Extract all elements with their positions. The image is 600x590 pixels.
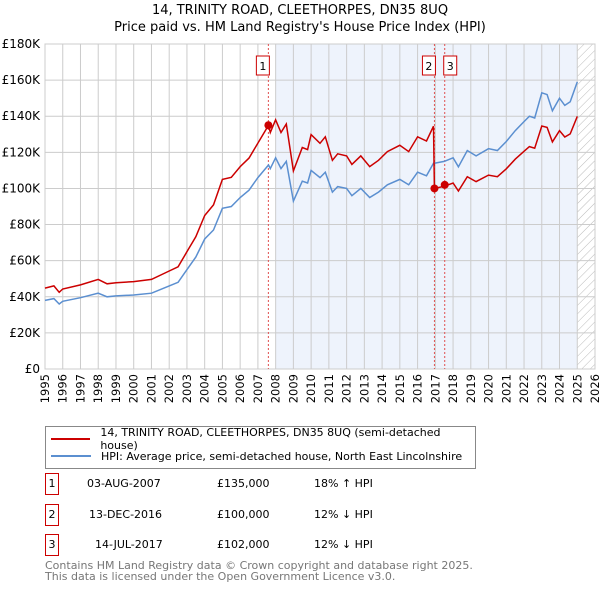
x-tick-label: 2009 bbox=[286, 374, 300, 403]
plot-frame bbox=[44, 43, 596, 370]
x-tick-label: 1996 bbox=[56, 374, 70, 403]
sale-row: 3 14-JUL-2017 £102,000 12% ↓ HPI bbox=[45, 534, 545, 556]
x-tick-label: 2012 bbox=[340, 374, 354, 403]
sale-label: 2 bbox=[425, 60, 432, 73]
x-tick-label: 2019 bbox=[464, 374, 478, 403]
x-tick-label: 2011 bbox=[322, 374, 336, 403]
x-tick-label: 1997 bbox=[73, 374, 87, 403]
x-tick-label: 2022 bbox=[517, 374, 531, 403]
x-tick-label: 2014 bbox=[375, 374, 389, 403]
x-tick-label: 2016 bbox=[411, 374, 425, 403]
footer-copyright: Contains HM Land Registry data © Crown c… bbox=[45, 559, 473, 572]
y-tick-label: £100K bbox=[2, 181, 42, 195]
sale-label-box bbox=[421, 55, 436, 76]
sale-date: 14-JUL-2017 bbox=[95, 538, 163, 551]
sale-badge: 3 bbox=[45, 534, 59, 556]
x-tick-label: 2013 bbox=[357, 374, 371, 403]
y-tick-label: £20K bbox=[9, 326, 41, 340]
legend-label: HPI: Average price, semi-detached house,… bbox=[101, 449, 463, 463]
legend: 14, TRINITY ROAD, CLEETHORPES, DN35 8UQ … bbox=[45, 426, 476, 469]
x-tick-label: 2026 bbox=[588, 374, 600, 403]
price-chart: £0 £20K £40K £60K £80K £100K £120K £140K £160K £1… bbox=[2, 37, 600, 403]
x-tick-label: 2023 bbox=[535, 374, 549, 403]
x-tick-label: 2025 bbox=[570, 374, 584, 403]
x-tick-label: 1999 bbox=[109, 374, 123, 403]
sale-point bbox=[440, 180, 449, 189]
sale-price: £135,000 bbox=[217, 477, 270, 490]
sale-price: £100,000 bbox=[217, 508, 270, 521]
sale-hpi: 18% ↑ HPI bbox=[314, 477, 373, 490]
footer-licence: This data is licensed under the Open Gov… bbox=[45, 570, 396, 583]
y-tick-label: £40K bbox=[9, 290, 41, 304]
x-tick-label: 2015 bbox=[393, 374, 407, 403]
x-tick-label: 1998 bbox=[91, 374, 105, 403]
legend-item-property: 14, TRINITY ROAD, CLEETHORPES, DN35 8UQ … bbox=[46, 426, 475, 452]
y-tick-label: £180K bbox=[2, 37, 42, 51]
x-tick-label: 2008 bbox=[269, 374, 283, 403]
sale-row: 1 03-AUG-2007 £135,000 18% ↑ HPI bbox=[45, 473, 545, 495]
shaded-region bbox=[275, 44, 578, 369]
legend-swatch-red bbox=[51, 438, 91, 440]
x-tick-label: 2007 bbox=[251, 374, 265, 403]
x-tick-label: 2005 bbox=[215, 374, 229, 403]
y-tick-label: £120K bbox=[2, 145, 42, 159]
price-paid-line bbox=[44, 116, 578, 294]
chart-title: 14, TRINITY ROAD, CLEETHORPES, DN35 8UQ bbox=[151, 3, 449, 18]
x-tick-label: 2017 bbox=[428, 374, 442, 403]
x-tick-label: 2000 bbox=[127, 374, 141, 403]
sale-price: £102,000 bbox=[217, 538, 270, 551]
x-tick-label: 2003 bbox=[180, 374, 194, 403]
sale-label: 3 bbox=[447, 60, 454, 73]
legend-item-hpi: HPI: Average price, semi-detached house,… bbox=[46, 448, 462, 464]
x-tick-label: 2024 bbox=[553, 374, 567, 403]
sale-label-box bbox=[255, 55, 270, 76]
sale-point bbox=[264, 121, 273, 130]
hpi-line bbox=[44, 81, 579, 306]
y-tick-label: £80K bbox=[9, 218, 41, 232]
y-tick-label: £0 bbox=[25, 362, 40, 376]
x-tick-label: 2006 bbox=[233, 374, 247, 403]
chart-subtitle: Price paid vs. HM Land Registry's House … bbox=[114, 20, 486, 35]
sale-point bbox=[430, 184, 439, 193]
x-tick-label: 2021 bbox=[499, 374, 513, 403]
sale-date: 03-AUG-2007 bbox=[87, 477, 161, 490]
y-tick-label: £60K bbox=[9, 254, 41, 268]
sale-row: 2 13-DEC-2016 £100,000 12% ↓ HPI bbox=[45, 504, 545, 526]
y-tick-label: £140K bbox=[2, 109, 42, 123]
x-tick-label: 2001 bbox=[144, 374, 158, 403]
x-tick-label: 2020 bbox=[482, 374, 496, 403]
sale-badge: 2 bbox=[45, 504, 59, 526]
x-tick-label: 2004 bbox=[198, 374, 212, 403]
x-tick-label: 1995 bbox=[38, 374, 52, 403]
sale-date: 13-DEC-2016 bbox=[89, 508, 163, 521]
legend-swatch-blue bbox=[51, 455, 91, 457]
sale-badge: 1 bbox=[45, 473, 59, 495]
sale-hpi: 12% ↓ HPI bbox=[314, 538, 373, 551]
sale-hpi: 12% ↓ HPI bbox=[314, 508, 373, 521]
sale-label: 1 bbox=[259, 60, 266, 73]
y-tick-label: £160K bbox=[2, 73, 42, 87]
x-tick-label: 2010 bbox=[304, 374, 318, 403]
sale-label-box bbox=[443, 55, 458, 76]
footer: Contains HM Land Registry data © Crown c… bbox=[45, 560, 473, 582]
x-tick-label: 2002 bbox=[162, 374, 176, 403]
legend-label: 14, TRINITY ROAD, CLEETHORPES, DN35 8UQ … bbox=[100, 426, 441, 452]
x-tick-label: 2018 bbox=[446, 374, 460, 403]
forecast-hatch bbox=[577, 44, 595, 369]
